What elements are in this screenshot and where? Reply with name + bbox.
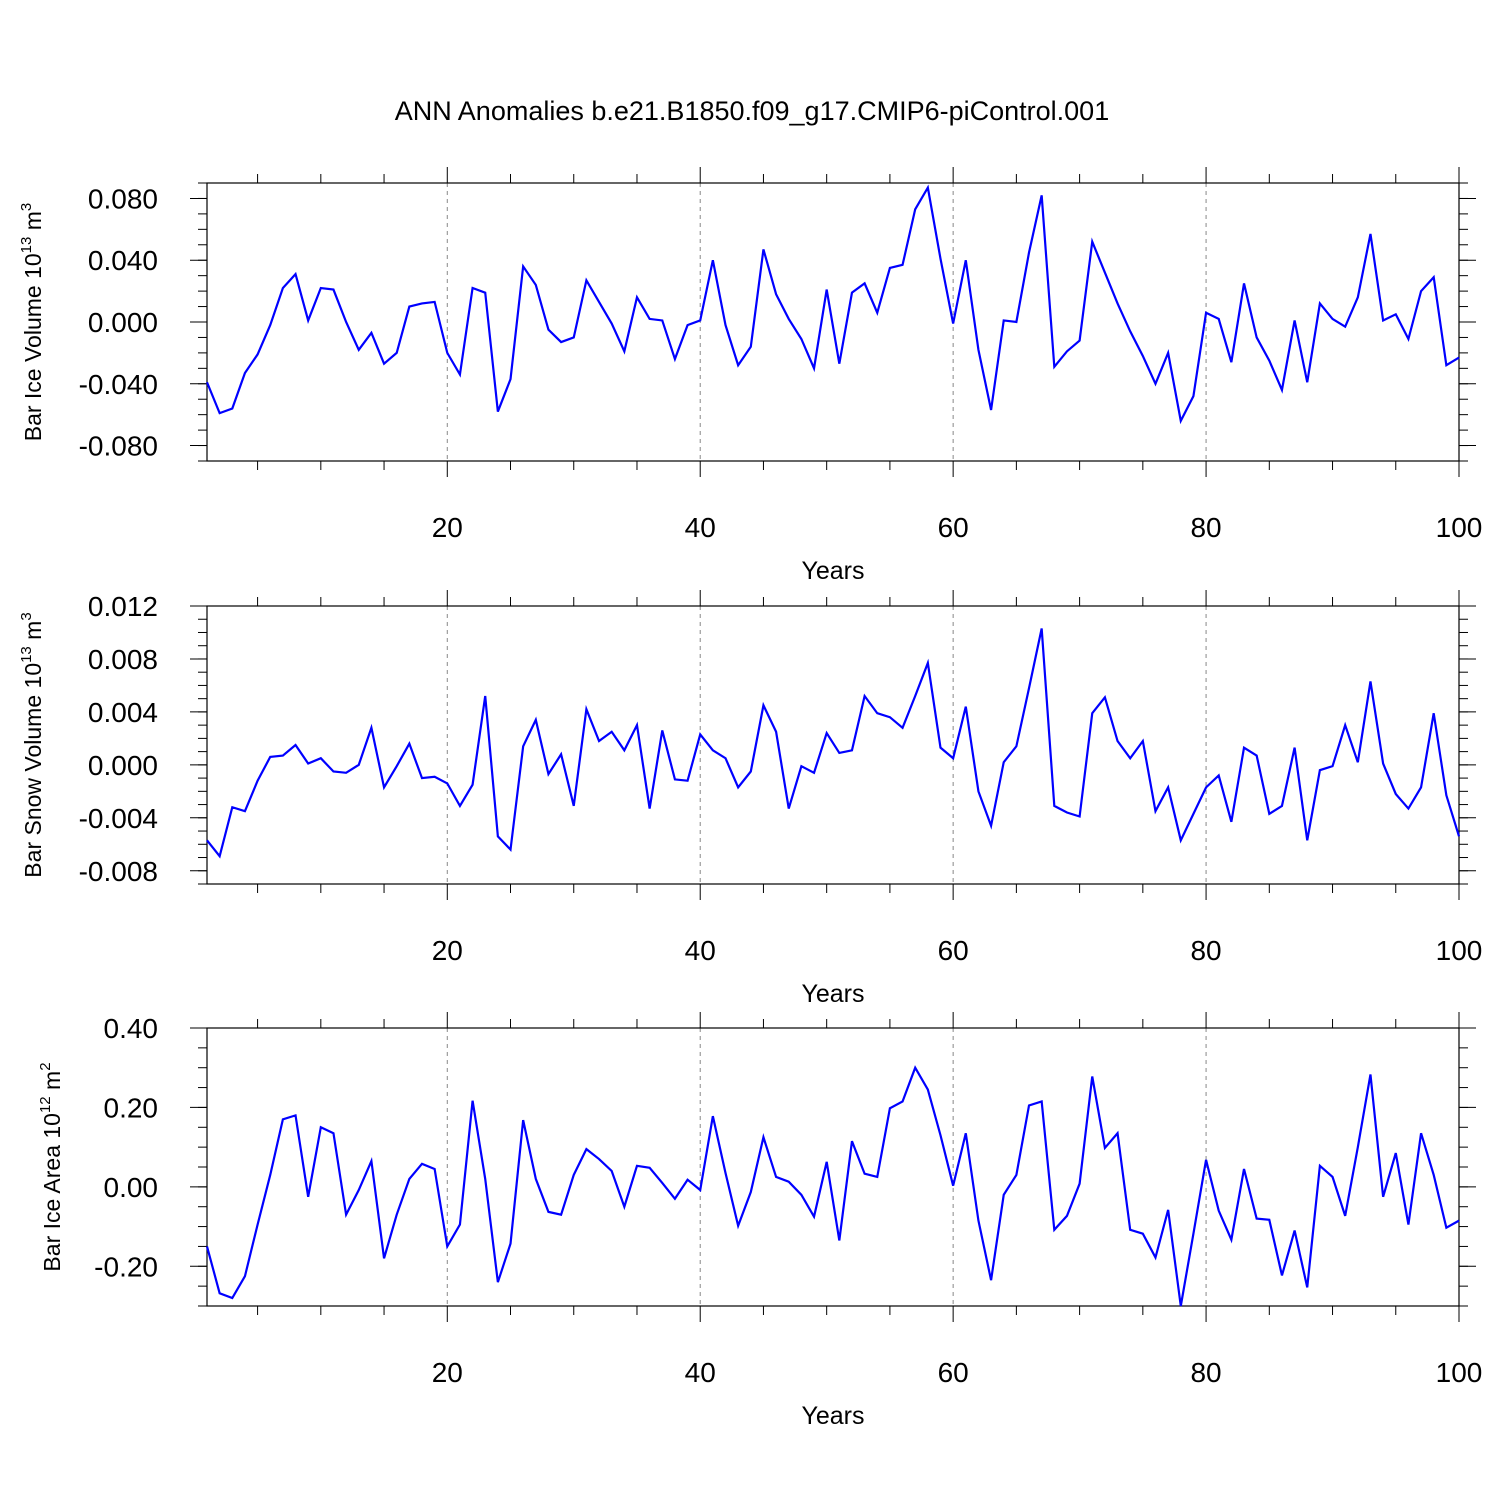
y-axis-label-unit-exponent: 3 <box>18 203 35 211</box>
series-line <box>205 1065 1460 1307</box>
y-tick-label: -0.008 <box>79 856 158 887</box>
x-tick-label: 60 <box>938 512 969 543</box>
x-axis-label: Years <box>801 1402 864 1430</box>
y-tick-label: 0.20 <box>104 1092 159 1123</box>
x-tick-label: 20 <box>432 1357 463 1388</box>
panel-1: 20 40 60 80 100 -0.080 -0.040 0.000 0.040 0.080 Ye… <box>18 167 1482 585</box>
y-axis-label-unit: m <box>39 1071 65 1097</box>
y-tick-label: 0.008 <box>88 644 158 675</box>
x-tick-label: 80 <box>1190 935 1221 966</box>
y-tick-label: 0.080 <box>88 183 158 214</box>
x-axis-label: Years <box>801 980 864 1008</box>
y-axis-label-unit: m <box>20 211 46 237</box>
x-tick-label: 100 <box>1436 1357 1483 1388</box>
panels: 20 40 60 80 100 -0.080 -0.040 0.000 0.040 0.080 Ye… <box>18 167 1482 1430</box>
x-tick-label: 100 <box>1436 935 1483 966</box>
chart-title: ANN Anomalies b.e21.B1850.f09_g17.CMIP6-… <box>395 96 1109 126</box>
plot-frame <box>206 182 1460 462</box>
y-axis-label-unit: m <box>20 621 46 647</box>
x-tick-label: 40 <box>685 512 716 543</box>
y-tick-label: 0.00 <box>104 1172 159 1203</box>
x-tick-label: 100 <box>1436 512 1483 543</box>
y-axis-label-text: Bar Snow Volume 10 <box>20 663 46 878</box>
y-tick-label: 0.040 <box>88 245 158 276</box>
y-axis-label-exponent: 12 <box>37 1096 54 1113</box>
x-tick-label: 60 <box>938 935 969 966</box>
x-tick-label: 40 <box>685 935 716 966</box>
x-tick-label: 40 <box>685 1357 716 1388</box>
y-axis-label-text: Bar Ice Volume 10 <box>20 253 46 441</box>
y-axis-label-unit-exponent: 3 <box>18 612 35 620</box>
y-axis-label: Bar Ice Area 1012 m2 <box>37 1062 65 1271</box>
y-tick-label: 0.004 <box>88 697 158 728</box>
plot-frame <box>206 1027 1460 1307</box>
y-axis-label: Bar Ice Volume 1013 m3 <box>18 203 46 442</box>
y-axis-label-exponent: 13 <box>18 646 35 663</box>
y-tick-label: 0.40 <box>104 1013 159 1044</box>
x-tick-label: 20 <box>432 935 463 966</box>
plot-frame <box>206 605 1460 885</box>
panel-3: 20 40 60 80 100 -0.20 0.00 0.20 0.40 Years Bar Ice… <box>37 1012 1482 1430</box>
y-axis-label-exponent: 13 <box>18 237 35 254</box>
x-tick-label: 20 <box>432 512 463 543</box>
x-tick-label: 60 <box>938 1357 969 1388</box>
y-tick-label: 0.000 <box>88 750 158 781</box>
x-tick-label: 80 <box>1190 512 1221 543</box>
y-tick-label: 0.000 <box>88 307 158 338</box>
panel-2: 20 40 60 80 100 -0.008 -0.004 0.000 0.004 0.008 0.… <box>18 590 1482 1008</box>
y-tick-label: -0.040 <box>79 369 158 400</box>
series-line <box>206 628 1461 859</box>
y-axis-label: Bar Snow Volume 1013 m3 <box>18 612 46 877</box>
x-axis-label: Years <box>801 557 864 585</box>
y-tick-label: -0.20 <box>94 1251 158 1282</box>
y-tick-label: -0.080 <box>79 431 158 462</box>
x-tick-label: 80 <box>1190 1357 1221 1388</box>
y-axis-label-unit-exponent: 2 <box>37 1062 54 1070</box>
y-tick-label: -0.004 <box>79 803 158 834</box>
y-axis-label-text: Bar Ice Area 10 <box>39 1113 65 1272</box>
y-tick-label: 0.012 <box>88 591 158 622</box>
series-line <box>205 184 1460 425</box>
